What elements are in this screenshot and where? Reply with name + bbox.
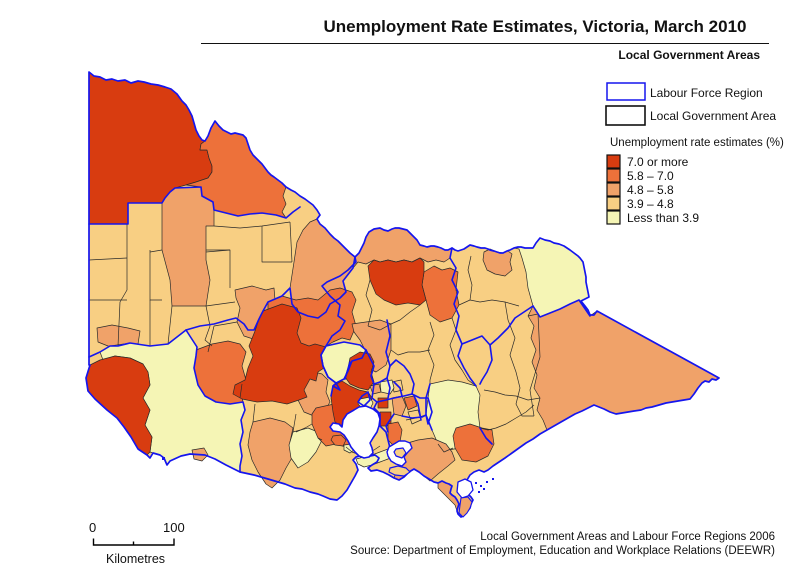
svg-text:Local Government Area: Local Government Area xyxy=(650,109,776,123)
svg-text:Kilometres: Kilometres xyxy=(106,552,165,566)
svg-text:Labour Force Region: Labour Force Region xyxy=(650,86,763,100)
svg-text:7.0 or more: 7.0 or more xyxy=(627,155,689,169)
svg-text:100: 100 xyxy=(163,520,185,535)
svg-text:0: 0 xyxy=(89,520,96,535)
svg-text:3.9 – 4.8: 3.9 – 4.8 xyxy=(627,197,674,211)
svg-text:Unemployment rate estimates (%: Unemployment rate estimates (%) xyxy=(610,137,784,149)
svg-text:5.8 – 7.0: 5.8 – 7.0 xyxy=(627,169,674,183)
svg-text:Less than 3.9: Less than 3.9 xyxy=(627,211,699,225)
svg-text:4.8 – 5.8: 4.8 – 5.8 xyxy=(627,183,674,197)
